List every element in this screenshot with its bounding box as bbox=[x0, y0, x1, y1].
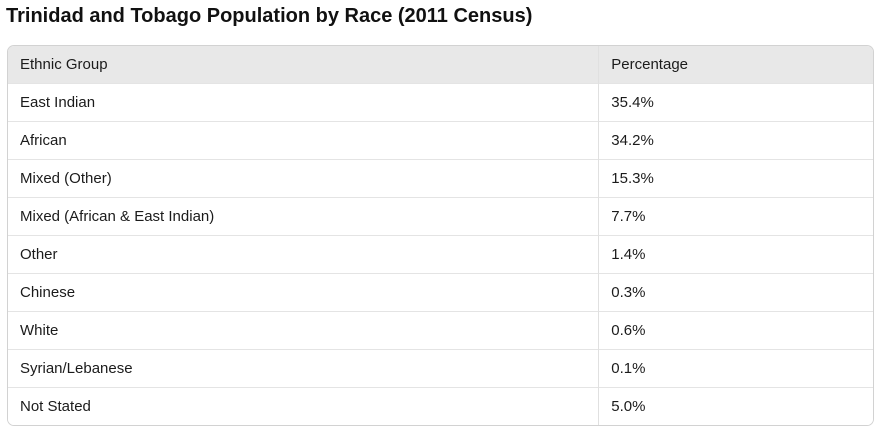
percentage-cell: 15.3% bbox=[598, 159, 873, 198]
ethnic-group-cell: Not Stated bbox=[8, 387, 599, 425]
ethnic-group-cell: Mixed (Other) bbox=[8, 159, 599, 198]
table-row: Mixed (Other) 15.3% bbox=[8, 159, 873, 198]
ethnic-group-table: Ethnic Group Percentage East Indian 35.4… bbox=[8, 46, 873, 425]
column-header-ethnic-group: Ethnic Group bbox=[8, 46, 599, 84]
ethnic-group-cell: African bbox=[8, 121, 599, 160]
column-header-percentage: Percentage bbox=[598, 46, 873, 84]
table-row: Other 1.4% bbox=[8, 235, 873, 274]
table-body: East Indian 35.4% African 34.2% Mixed (O… bbox=[8, 83, 873, 425]
percentage-cell: 35.4% bbox=[598, 83, 873, 122]
table-row: White 0.6% bbox=[8, 311, 873, 350]
table-row: Mixed (African & East Indian) 7.7% bbox=[8, 197, 873, 236]
percentage-cell: 0.1% bbox=[598, 349, 873, 388]
page-title: Trinidad and Tobago Population by Race (… bbox=[6, 5, 533, 27]
percentage-cell: 7.7% bbox=[598, 197, 873, 236]
population-table: Ethnic Group Percentage East Indian 35.4… bbox=[7, 45, 874, 426]
ethnic-group-cell: Syrian/Lebanese bbox=[8, 349, 599, 388]
ethnic-group-cell: Other bbox=[8, 235, 599, 274]
percentage-cell: 1.4% bbox=[598, 235, 873, 274]
ethnic-group-cell: East Indian bbox=[8, 83, 599, 122]
ethnic-group-cell: White bbox=[8, 311, 599, 350]
table-row: Chinese 0.3% bbox=[8, 273, 873, 312]
table-header-row: Ethnic Group Percentage bbox=[8, 46, 873, 84]
percentage-cell: 34.2% bbox=[598, 121, 873, 160]
table-row: Syrian/Lebanese 0.1% bbox=[8, 349, 873, 388]
table-row: Not Stated 5.0% bbox=[8, 387, 873, 425]
percentage-cell: 0.6% bbox=[598, 311, 873, 350]
percentage-cell: 5.0% bbox=[598, 387, 873, 425]
ethnic-group-cell: Mixed (African & East Indian) bbox=[8, 197, 599, 236]
table-header: Ethnic Group Percentage bbox=[8, 46, 873, 84]
table-row: African 34.2% bbox=[8, 121, 873, 160]
ethnic-group-cell: Chinese bbox=[8, 273, 599, 312]
table-row: East Indian 35.4% bbox=[8, 83, 873, 122]
percentage-cell: 0.3% bbox=[598, 273, 873, 312]
